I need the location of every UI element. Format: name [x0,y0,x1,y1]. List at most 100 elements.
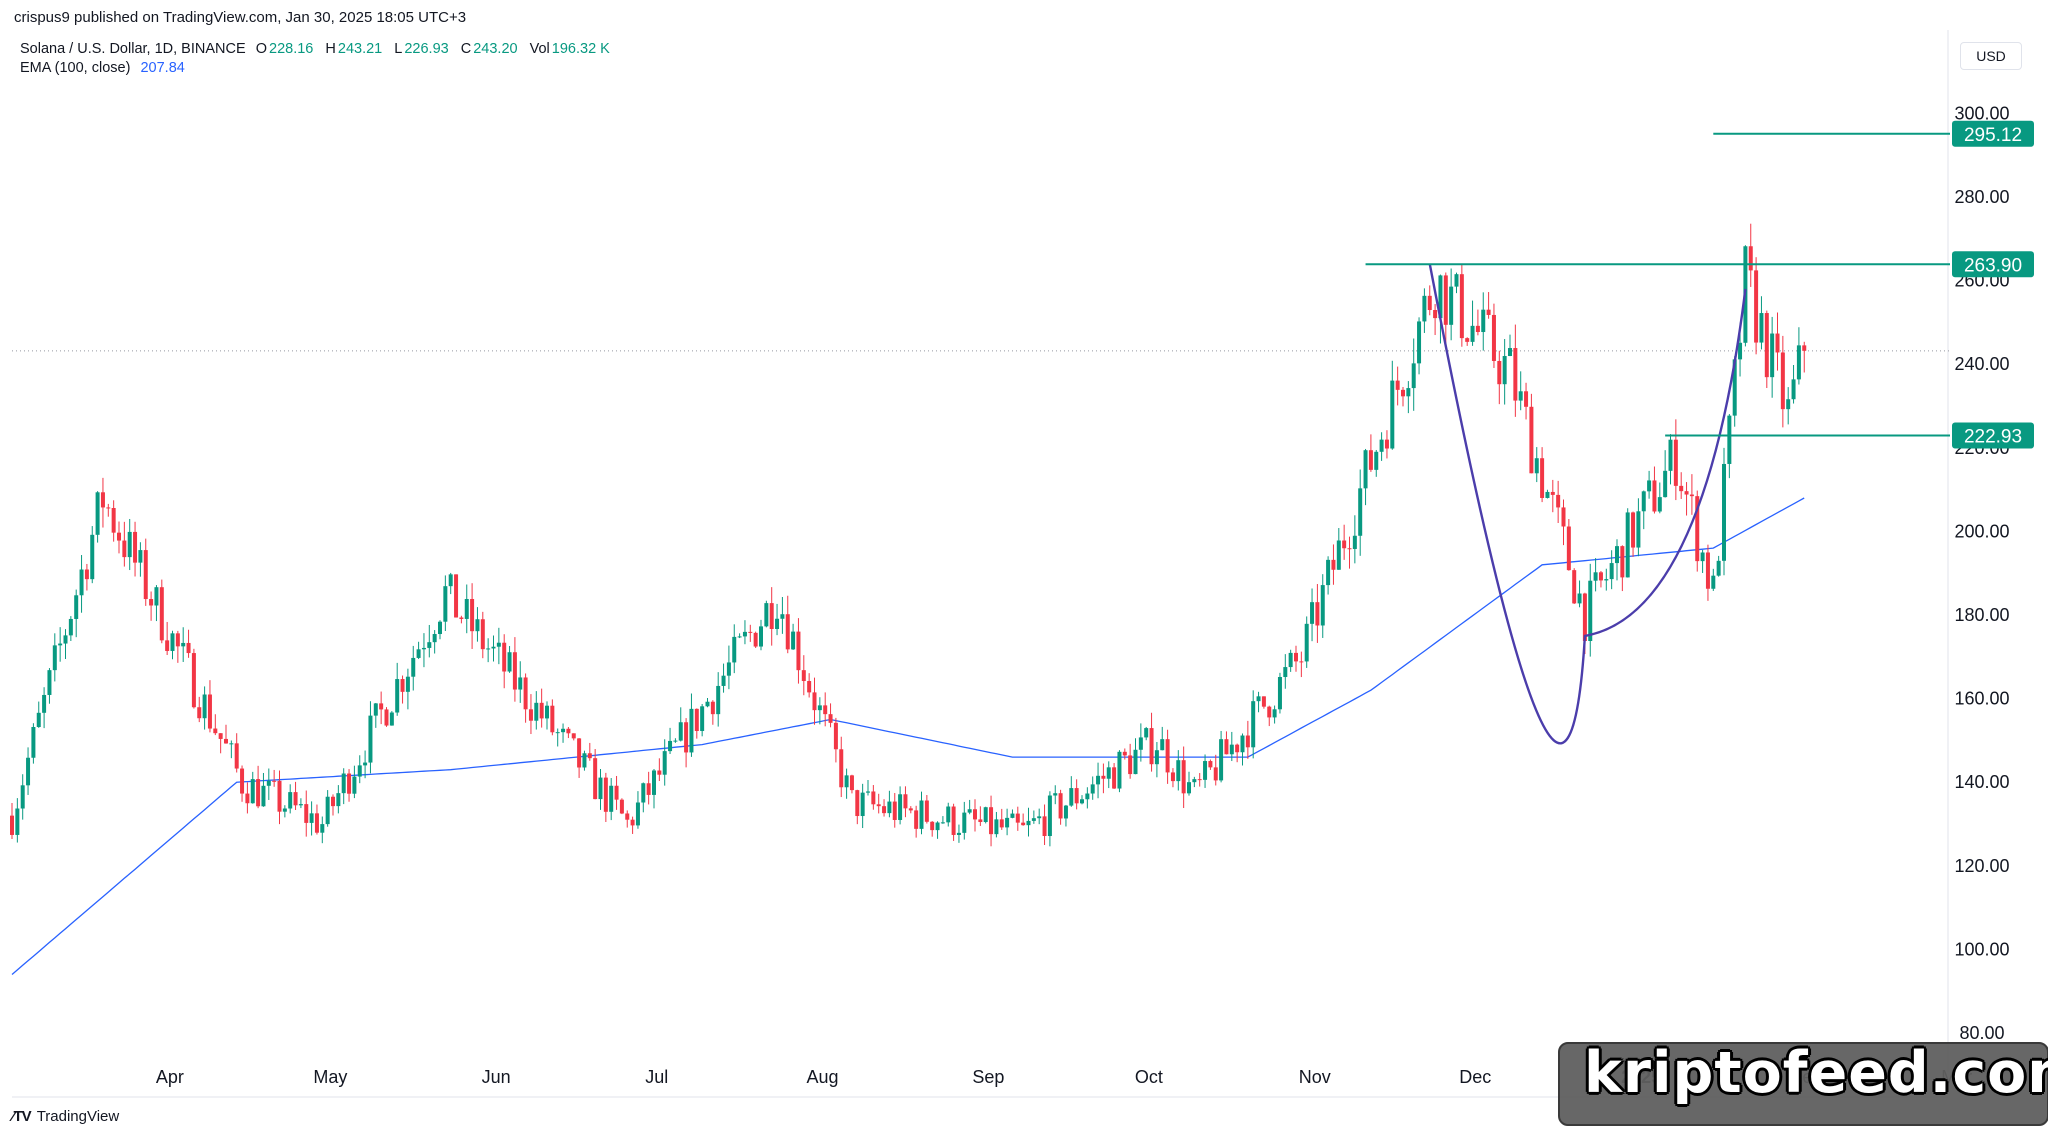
candle-body [668,740,673,752]
candle-body [218,733,223,739]
candle-body [133,531,138,563]
candle-body [416,649,421,658]
candle-body [1181,760,1186,794]
candle-body [52,645,57,671]
candle-body [68,618,73,636]
candle-body [245,793,250,804]
ema-layer [11,497,1805,975]
candle-body [240,768,245,794]
candle-body [1668,439,1673,471]
candle-body [796,631,801,671]
candle-body [213,728,218,734]
candle-body [395,679,400,713]
candle-body [1556,494,1561,508]
candle-body [662,751,667,775]
x-tick-label: Oct [1135,1067,1163,1087]
candle-body [1497,360,1502,385]
candle-body [978,819,983,823]
candle-body [347,773,352,794]
candle-body [1133,749,1138,775]
candle-body [940,822,945,824]
candle-body [983,807,988,823]
candle-body [197,707,202,719]
candle-body [1005,817,1010,828]
candle-body [1320,585,1325,626]
candle-body [1631,512,1636,548]
candle-body [1770,333,1775,378]
candle-body [1727,415,1732,464]
candle-body [1582,593,1587,642]
symbol-name: Solana / U.S. Dollar, 1D, BINANCE [20,41,246,57]
tv-logo-text: TradingView [36,1108,120,1125]
y-tick-label: 120.00 [1954,856,2009,876]
candle-body [999,819,1004,828]
candle-body [924,800,929,822]
candle-body [502,642,507,672]
candle-body [973,809,977,820]
candle-body [47,670,52,695]
candle-body [769,603,774,630]
tradingview-logo[interactable]: ⁄TV TradingView [12,1108,119,1125]
candle-body [138,550,143,563]
candle-body [1513,348,1518,401]
candle-body [1738,342,1743,360]
candle-body [1090,784,1095,794]
close-value: 243.20 [473,41,518,57]
candle-body [1219,739,1224,781]
candle-body [545,705,549,719]
candle-body [518,677,523,690]
candle-body [1144,728,1149,738]
candle-body [127,531,132,558]
candle-body [1711,575,1716,589]
candle-body [753,632,758,647]
candle-body [229,743,234,745]
candle-body [384,709,389,726]
candle-body [748,631,753,633]
candle-body [175,633,180,647]
candle-body [389,712,394,726]
candle-body [737,636,742,638]
candle-body [1026,820,1031,826]
candle-body [919,800,924,829]
currency-button[interactable]: USD [1960,42,2022,70]
y-tick-label: 300.00 [1954,103,2009,123]
candle-body [84,569,89,580]
candle-body [742,631,747,637]
candle-body [320,824,325,833]
candle-body [871,791,876,805]
tv-logo-icon: ⁄TV [12,1108,32,1125]
candle-body [1695,496,1700,562]
candle-body [1379,439,1384,452]
candle-body [1679,485,1684,492]
candle-body [1096,775,1101,785]
candle-body [432,634,437,643]
candle-body [887,801,892,814]
candle-body [732,636,737,663]
high-value: 243.21 [337,41,383,57]
candle-body [63,635,68,644]
open-value: 228.16 [269,41,314,57]
candle-body [1117,751,1122,789]
candle-body [1620,546,1625,578]
candle-body [673,740,678,742]
candle-body [721,675,726,686]
candle-body [1652,480,1657,512]
candle-body [26,757,31,786]
candle-body [1454,274,1459,287]
candle-body [1411,363,1416,389]
candle-body [1310,602,1315,624]
candle-body [967,809,972,813]
y-tick-label: 180.00 [1954,605,2009,625]
candle-body [710,701,715,715]
price-level-label: 263.90 [1964,255,2022,276]
candle-body [1374,451,1379,470]
candle-body [448,574,453,587]
candle-body [427,642,432,648]
y-tick-label: 100.00 [1954,939,2009,959]
candle-body [1085,793,1090,800]
candle-body [1053,793,1058,796]
candle-body [555,732,560,734]
candle-body [1352,535,1357,549]
drawings-layer [1365,132,1950,745]
